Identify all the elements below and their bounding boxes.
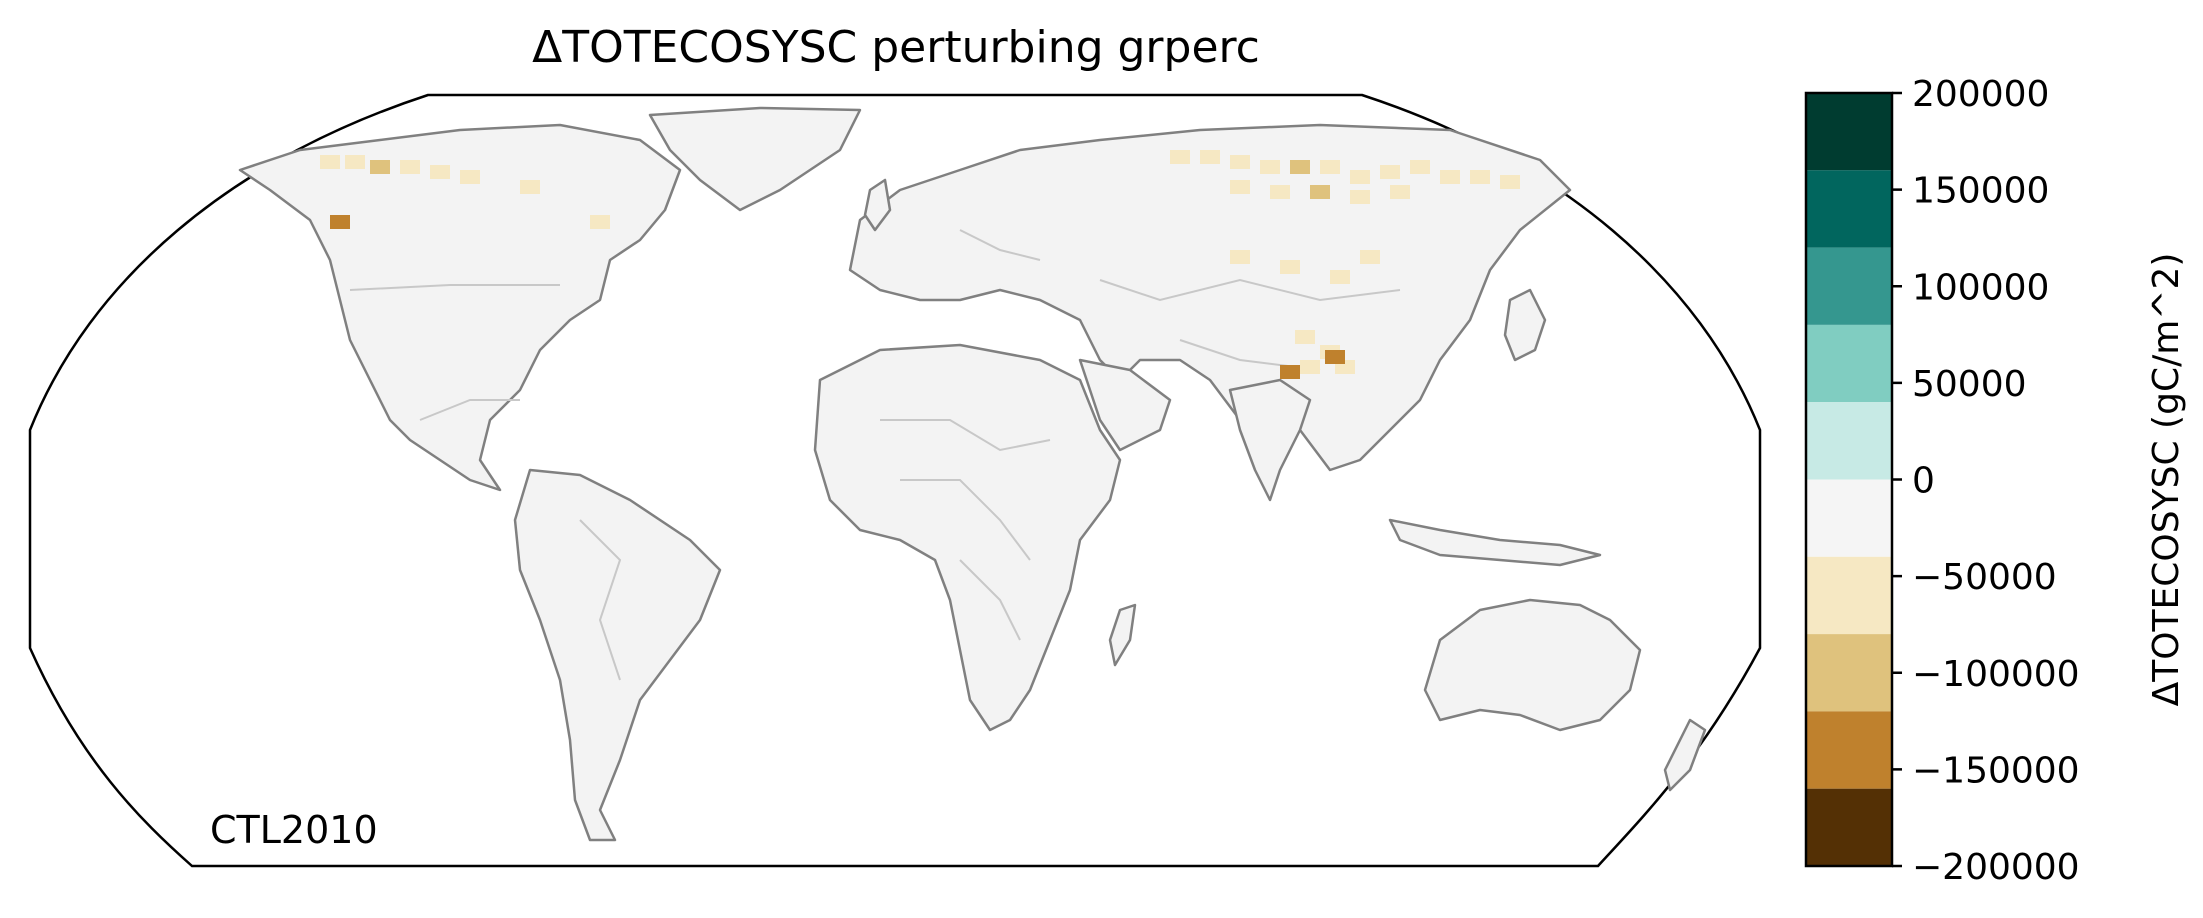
anomaly-cell	[520, 180, 540, 194]
anomaly-cell	[345, 155, 365, 169]
anomaly-cell	[1230, 180, 1250, 194]
anomaly-cell	[1170, 150, 1190, 164]
colorbar-bin	[1806, 170, 1892, 247]
colorbar-tick-label: −50000	[1912, 557, 2057, 598]
anomaly-cell	[330, 215, 350, 229]
anomaly-cell	[1360, 250, 1380, 264]
anomaly-cell	[1350, 190, 1370, 204]
anomaly-cell	[400, 160, 420, 174]
colorbar-bin	[1806, 402, 1892, 479]
anomaly-cell	[1310, 185, 1330, 199]
colorbar-bin	[1806, 557, 1892, 634]
anomaly-cell	[1470, 170, 1490, 184]
colorbar-bin	[1806, 789, 1892, 866]
anomaly-cell	[1200, 150, 1220, 164]
anomaly-cell	[1380, 165, 1400, 179]
anomaly-cell	[1440, 170, 1460, 184]
colorbar-tick-label: −150000	[1912, 750, 2080, 791]
anomaly-cell	[1230, 155, 1250, 169]
colorbar-tick-label: −100000	[1912, 654, 2080, 695]
scenario-label: CTL2010	[210, 808, 378, 852]
anomaly-cell	[1325, 350, 1345, 364]
anomaly-cell	[1350, 170, 1370, 184]
anomaly-cell	[430, 165, 450, 179]
anomaly-cell	[590, 215, 610, 229]
colorbar-bin	[1806, 248, 1892, 325]
anomaly-cell	[460, 170, 480, 184]
anomaly-cell	[1290, 160, 1310, 174]
colorbar-label: ΔTOTECOSYSC (gC/m^2)	[2146, 253, 2187, 707]
colorbar-tick-label: −200000	[1912, 847, 2080, 888]
colorbar-tick-label: 150000	[1912, 171, 2049, 212]
anomaly-cell	[1260, 160, 1280, 174]
anomaly-cell	[370, 160, 390, 174]
colorbar-bin	[1806, 711, 1892, 788]
colorbar-tick-label: 200000	[1912, 74, 2049, 115]
colorbar-tick-label: 100000	[1912, 267, 2049, 308]
anomaly-cell	[1500, 175, 1520, 189]
anomaly-cell	[1295, 330, 1315, 344]
anomaly-cell	[1280, 365, 1300, 379]
anomaly-cell	[1280, 260, 1300, 274]
map-panel	[30, 95, 1760, 866]
anomaly-cell	[1390, 185, 1410, 199]
anomaly-cell	[1330, 270, 1350, 284]
anomaly-cell	[320, 155, 340, 169]
colorbar-bin	[1806, 480, 1892, 557]
colorbar-bin	[1806, 634, 1892, 711]
anomaly-cell	[1410, 160, 1430, 174]
anomaly-cell	[1320, 160, 1340, 174]
colorbar-bin	[1806, 325, 1892, 402]
anomaly-cell	[1270, 185, 1290, 199]
colorbar-tick-label: 0	[1912, 461, 1935, 502]
anomaly-cell	[1300, 360, 1320, 374]
anomaly-cell	[1230, 250, 1250, 264]
colorbar: 200000 150000 100000 50000 0 −50000 −100000 −15…	[1806, 74, 2187, 888]
colorbar-bin	[1806, 93, 1892, 170]
colorbar-tick-label: 50000	[1912, 364, 2027, 405]
